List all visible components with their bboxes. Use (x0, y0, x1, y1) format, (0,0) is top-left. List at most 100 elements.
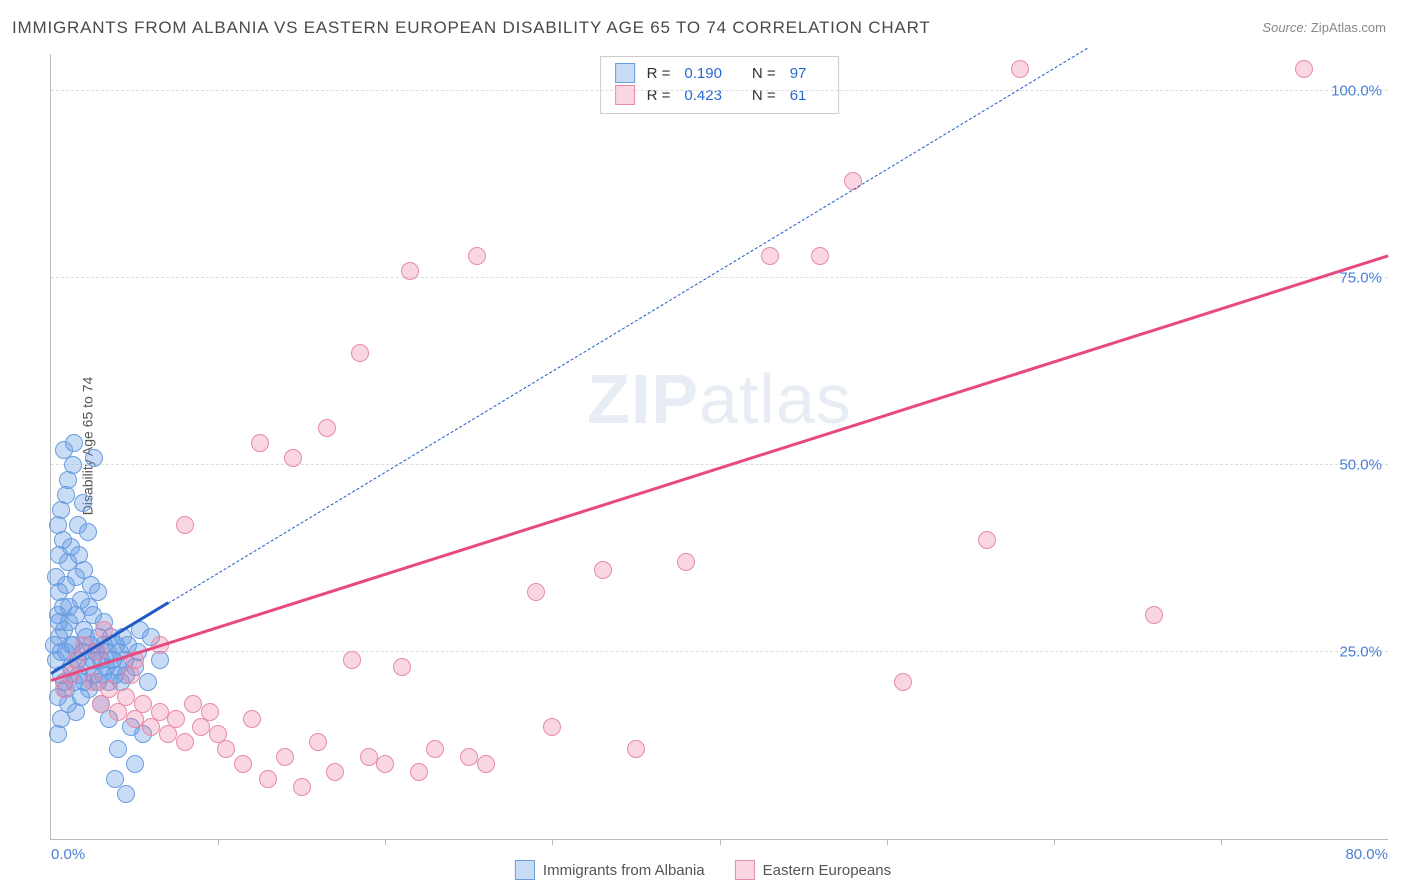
stats-legend: R = 0.190 N = 97 R = 0.423 N = 61 (600, 56, 840, 114)
r-label-1: R = (647, 87, 671, 104)
point-eastern-european (1145, 606, 1163, 624)
x-tick-mark (1054, 839, 1055, 845)
series-label-1: Eastern Europeans (763, 862, 891, 879)
r-value-1: 0.423 (684, 87, 722, 104)
point-eastern-european (276, 748, 294, 766)
stats-swatch-0 (615, 63, 635, 83)
point-eastern-european (426, 740, 444, 758)
y-tick-label: 25.0% (1339, 644, 1382, 661)
point-albania (117, 785, 135, 803)
stats-legend-row-1: R = 0.423 N = 61 (615, 85, 825, 105)
point-eastern-european (376, 755, 394, 773)
n-value-1: 61 (790, 87, 807, 104)
point-eastern-european (677, 553, 695, 571)
point-albania (109, 740, 127, 758)
gridline (51, 464, 1388, 465)
point-eastern-european (318, 419, 336, 437)
source-label: Source: (1262, 20, 1307, 35)
point-eastern-european (293, 778, 311, 796)
x-tick-mark (552, 839, 553, 845)
point-eastern-european (351, 344, 369, 362)
source-attribution: Source: ZipAtlas.com (1262, 20, 1386, 35)
stats-swatch-1 (615, 85, 635, 105)
point-eastern-european (401, 262, 419, 280)
x-tick-mark (887, 839, 888, 845)
point-eastern-european (410, 763, 428, 781)
point-eastern-european (309, 733, 327, 751)
point-albania (85, 449, 103, 467)
x-tick-mark (1221, 839, 1222, 845)
point-eastern-european (251, 434, 269, 452)
point-eastern-european (477, 755, 495, 773)
point-eastern-european (543, 718, 561, 736)
point-eastern-european (184, 695, 202, 713)
point-albania (139, 673, 157, 691)
x-tick-mark (720, 839, 721, 845)
x-tick-mark (218, 839, 219, 845)
trend-line (168, 48, 1088, 604)
series-label-0: Immigrants from Albania (543, 862, 705, 879)
x-tick-mark (385, 839, 386, 845)
point-eastern-european (176, 733, 194, 751)
point-eastern-european (151, 703, 169, 721)
y-tick-label: 50.0% (1339, 457, 1382, 474)
point-eastern-european (360, 748, 378, 766)
watermark-zip: ZIP (587, 360, 699, 438)
point-albania (80, 598, 98, 616)
point-albania (49, 606, 67, 624)
gridline (51, 90, 1388, 91)
point-eastern-european (811, 247, 829, 265)
series-legend: Immigrants from Albania Eastern European… (515, 860, 891, 880)
point-eastern-european (167, 710, 185, 728)
point-eastern-european (978, 531, 996, 549)
series-swatch-1 (735, 860, 755, 880)
point-eastern-european (326, 763, 344, 781)
point-eastern-european (1011, 60, 1029, 78)
point-eastern-european (761, 247, 779, 265)
trend-line (51, 254, 1389, 682)
point-eastern-european (343, 651, 361, 669)
point-eastern-european (844, 172, 862, 190)
series-swatch-0 (515, 860, 535, 880)
point-eastern-european (122, 666, 140, 684)
point-eastern-european (527, 583, 545, 601)
x-tick-label: 80.0% (1345, 846, 1388, 863)
n-value-0: 97 (790, 65, 807, 82)
watermark-atlas: atlas (699, 360, 852, 438)
point-eastern-european (84, 673, 102, 691)
watermark: ZIPatlas (587, 359, 852, 439)
point-eastern-european (284, 449, 302, 467)
point-eastern-european (1295, 60, 1313, 78)
point-eastern-european (234, 755, 252, 773)
point-albania (70, 546, 88, 564)
scatter-chart: ZIPatlas R = 0.190 N = 97 R = 0.423 N = … (50, 54, 1388, 840)
point-eastern-european (176, 516, 194, 534)
y-tick-label: 75.0% (1339, 270, 1382, 287)
point-eastern-european (627, 740, 645, 758)
stats-legend-row-0: R = 0.190 N = 97 (615, 63, 825, 83)
r-value-0: 0.190 (684, 65, 722, 82)
n-label-1: N = (752, 87, 776, 104)
gridline (51, 651, 1388, 652)
y-tick-label: 100.0% (1331, 83, 1382, 100)
point-albania (67, 703, 85, 721)
point-eastern-european (100, 680, 118, 698)
point-albania (74, 494, 92, 512)
point-eastern-european (259, 770, 277, 788)
series-legend-item-0: Immigrants from Albania (515, 860, 705, 880)
r-label-0: R = (647, 65, 671, 82)
point-eastern-european (894, 673, 912, 691)
point-albania (126, 755, 144, 773)
point-eastern-european (117, 688, 135, 706)
point-eastern-european (460, 748, 478, 766)
point-albania (55, 441, 73, 459)
n-label-0: N = (752, 65, 776, 82)
series-legend-item-1: Eastern Europeans (735, 860, 891, 880)
point-eastern-european (217, 740, 235, 758)
point-eastern-european (201, 703, 219, 721)
chart-title: IMMIGRANTS FROM ALBANIA VS EASTERN EUROP… (12, 18, 931, 38)
point-eastern-european (468, 247, 486, 265)
point-eastern-european (594, 561, 612, 579)
point-eastern-european (243, 710, 261, 728)
point-eastern-european (134, 695, 152, 713)
